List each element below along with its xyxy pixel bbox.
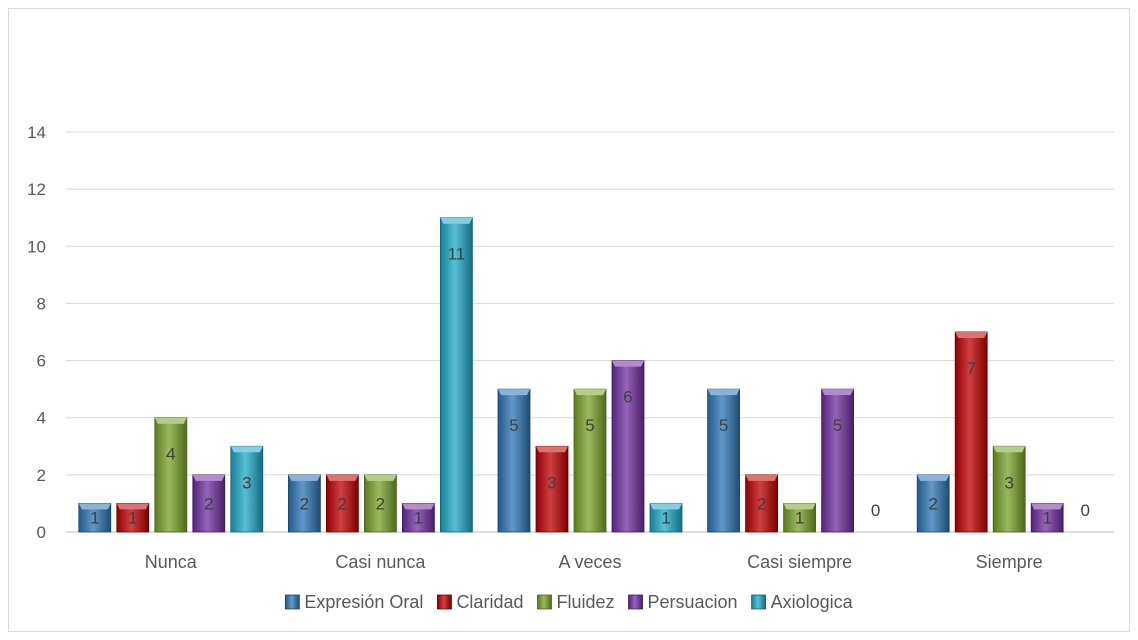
- data-label: 5: [585, 416, 594, 435]
- data-label: 3: [242, 473, 251, 492]
- bar-cap: [402, 503, 435, 510]
- legend-swatch: [437, 594, 452, 610]
- data-label: 2: [204, 494, 213, 513]
- data-label: 11: [448, 245, 466, 264]
- data-label: 3: [1004, 473, 1013, 492]
- legend-swatch: [537, 594, 552, 610]
- x-tick-label: Casi siempre: [747, 552, 852, 572]
- data-label: 1: [414, 509, 423, 528]
- bar: [916, 474, 950, 533]
- x-tick-label: Siempre: [976, 552, 1043, 572]
- y-tick-label: 14: [27, 123, 46, 142]
- x-tick-label: Casi nunca: [335, 552, 426, 572]
- x-tick-label: A veces: [558, 552, 621, 572]
- bar: [611, 360, 645, 533]
- bar-cap: [917, 474, 950, 481]
- data-label: 7: [966, 359, 975, 378]
- y-tick-label: 6: [37, 352, 46, 371]
- bar: [230, 445, 264, 533]
- y-tick-label: 0: [37, 523, 46, 542]
- bar: [325, 474, 359, 533]
- data-label: 2: [338, 494, 347, 513]
- bar-cap: [612, 360, 644, 367]
- data-label: 2: [757, 494, 766, 513]
- data-label: 2: [376, 494, 385, 513]
- bar-cap: [364, 474, 397, 481]
- bar-cap: [498, 389, 530, 396]
- data-label: 5: [833, 416, 842, 435]
- legend-swatch: [628, 594, 643, 610]
- bar-cap: [574, 389, 606, 396]
- bar: [535, 445, 569, 533]
- data-label: 0: [1080, 501, 1089, 520]
- data-label: 1: [90, 509, 99, 528]
- data-label: 4: [166, 445, 175, 464]
- bar: [573, 388, 607, 533]
- bar: [287, 474, 321, 533]
- bar-cap: [650, 503, 682, 510]
- bar: [363, 474, 397, 533]
- bar-cap: [154, 417, 187, 424]
- data-label: 6: [623, 388, 632, 407]
- bar: [707, 388, 740, 533]
- data-label: 2: [928, 494, 937, 513]
- bar: [821, 388, 854, 533]
- bar-cap: [116, 503, 149, 510]
- bar-cap: [821, 389, 854, 396]
- y-tick-label: 10: [27, 237, 46, 256]
- bar: [745, 474, 778, 533]
- y-tick-label: 2: [37, 466, 46, 485]
- legend-label: Axiologica: [771, 592, 854, 612]
- bar: [439, 217, 473, 533]
- bar-cap: [993, 446, 1026, 453]
- bar: [154, 417, 188, 533]
- bar-cap: [326, 474, 359, 481]
- legend-label: Persuacion: [648, 592, 738, 612]
- bar-cap: [230, 446, 263, 453]
- data-label: 2: [300, 494, 309, 513]
- x-tick-label: Nunca: [145, 552, 198, 572]
- bar-cap: [440, 217, 473, 224]
- legend-label: Claridad: [456, 592, 523, 612]
- data-label: 5: [509, 416, 518, 435]
- legend-label: Fluidez: [556, 592, 614, 612]
- bar-cap: [192, 474, 225, 481]
- data-label: 0: [871, 501, 880, 520]
- data-label: 5: [719, 416, 728, 435]
- bar-cap: [288, 474, 321, 481]
- y-tick-label: 8: [37, 294, 46, 313]
- bar-cap: [955, 332, 988, 338]
- data-label: 1: [795, 509, 804, 528]
- legend-label: Expresión Oral: [304, 592, 423, 612]
- y-tick-label: 4: [37, 409, 46, 428]
- bar-cap: [78, 503, 111, 510]
- bar-cap: [745, 474, 778, 481]
- data-label: 1: [661, 509, 670, 528]
- data-label: 3: [547, 473, 556, 492]
- bar-cap: [707, 389, 740, 396]
- bar: [954, 331, 988, 533]
- data-label: 1: [1042, 509, 1051, 528]
- bar-cap: [1031, 503, 1064, 510]
- bar-cap: [536, 446, 568, 453]
- legend-swatch: [284, 594, 300, 610]
- legend-swatch: [751, 594, 766, 610]
- bar-cap: [783, 503, 816, 510]
- y-tick-label: 12: [27, 180, 46, 199]
- bar: [992, 445, 1026, 533]
- bar: [497, 388, 531, 533]
- bar: [192, 474, 226, 533]
- data-label: 1: [128, 509, 137, 528]
